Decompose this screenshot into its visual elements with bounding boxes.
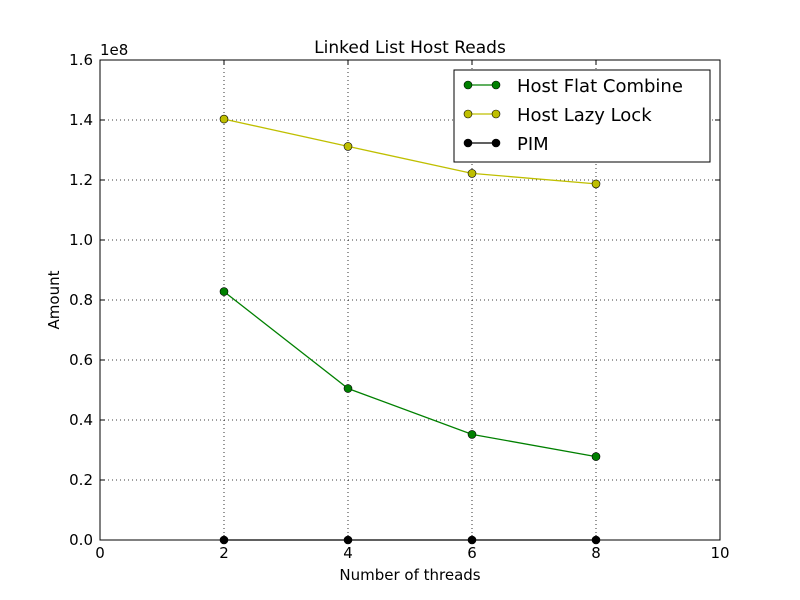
- x-tick-label: 2: [219, 544, 229, 562]
- y-tick-label: 1.2: [69, 171, 93, 189]
- x-tick-label: 10: [710, 544, 729, 562]
- y-tick-label: 1.6: [69, 51, 93, 69]
- legend-marker-pim: [463, 138, 473, 148]
- y-tick-label: 1.0: [69, 231, 93, 249]
- legend-marker-host-flat-combine: [491, 80, 501, 90]
- x-tick-label: 6: [467, 544, 477, 562]
- y-axis-label: Amount: [45, 270, 63, 329]
- legend-label-pim: PIM: [517, 134, 549, 155]
- data-point-host-lazy-lock: [343, 142, 353, 151]
- legend-marker-host-lazy-lock: [463, 109, 473, 119]
- y-tick-label: 0.8: [69, 291, 93, 309]
- y-tick-label: 0.0: [69, 531, 93, 549]
- series-line-host-flat-combine: [223, 291, 597, 458]
- y-tick-label: 0.4: [69, 411, 93, 429]
- data-point-host-flat-combine: [219, 287, 229, 296]
- x-tick-label: 0: [95, 544, 105, 562]
- legend: Host Flat Combine Host Lazy Lock PIM: [453, 69, 711, 163]
- data-point-host-lazy-lock: [591, 179, 601, 189]
- legend-marker-host-lazy-lock: [491, 109, 501, 119]
- data-point-host-lazy-lock: [219, 114, 229, 124]
- legend-label-host-flat-combine: Host Flat Combine: [517, 76, 683, 97]
- chart-title: Linked List Host Reads: [314, 38, 506, 58]
- data-point-host-lazy-lock: [467, 169, 477, 178]
- legend-label-host-lazy-lock: Host Lazy Lock: [517, 105, 652, 126]
- legend-marker-host-flat-combine: [463, 80, 473, 90]
- x-tick-label: 8: [591, 544, 601, 562]
- data-point-host-flat-combine: [591, 452, 601, 461]
- x-axis-label: Number of threads: [339, 566, 480, 584]
- data-point-host-flat-combine: [343, 384, 353, 393]
- legend-marker-pim: [491, 138, 501, 148]
- y-tick-label: 0.6: [69, 351, 93, 369]
- data-point-host-flat-combine: [467, 430, 477, 439]
- axis-ticks: 0 2 4 6 8 10 0.0 0.2 0.4 0.6 0.8 1.0 1.2 1.4 1.6: [69, 51, 729, 562]
- y-tick-label: 0.2: [69, 471, 93, 489]
- y-tick-label: 1.4: [69, 111, 93, 129]
- series-line-host-lazy-lock: [223, 118, 597, 185]
- x-tick-label: 4: [343, 544, 353, 562]
- y-scale-label: 1e8: [100, 41, 128, 59]
- series-layer: [219, 114, 601, 545]
